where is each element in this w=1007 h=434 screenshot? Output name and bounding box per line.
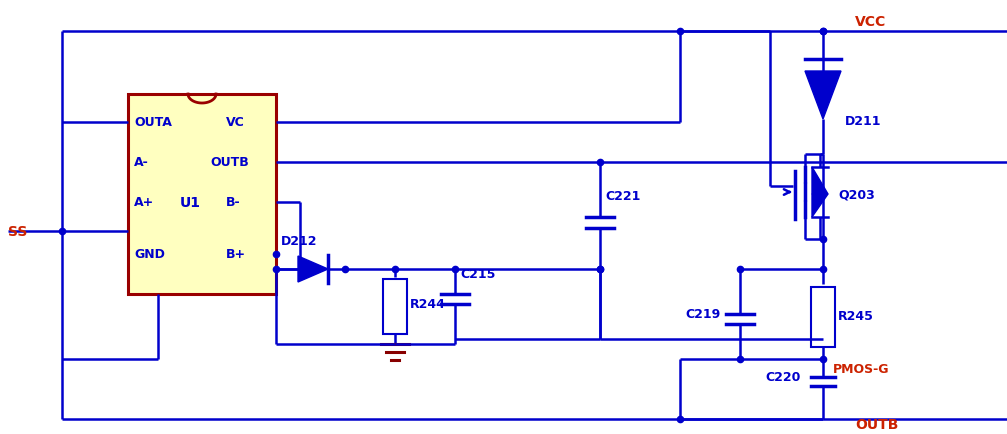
Text: VCC: VCC bbox=[855, 15, 886, 29]
Text: B+: B+ bbox=[226, 248, 246, 261]
Bar bbox=[383, 279, 407, 334]
Polygon shape bbox=[298, 256, 328, 283]
Text: D211: D211 bbox=[845, 115, 881, 128]
Polygon shape bbox=[805, 72, 841, 120]
Bar bbox=[128, 95, 276, 294]
Text: OUTB: OUTB bbox=[855, 417, 898, 431]
Text: C215: C215 bbox=[460, 267, 495, 280]
Text: PMOS-G: PMOS-G bbox=[833, 363, 889, 376]
Text: R244: R244 bbox=[410, 297, 446, 310]
Text: U1: U1 bbox=[180, 196, 201, 210]
Text: C221: C221 bbox=[605, 190, 640, 203]
Text: A-: A- bbox=[134, 156, 149, 169]
Text: GND: GND bbox=[134, 248, 165, 261]
Text: D212: D212 bbox=[281, 234, 317, 247]
Text: A+: A+ bbox=[134, 196, 154, 209]
Text: B-: B- bbox=[226, 196, 241, 209]
Polygon shape bbox=[812, 194, 828, 217]
Text: R245: R245 bbox=[838, 309, 874, 322]
Text: C220: C220 bbox=[765, 371, 801, 384]
Text: VC: VC bbox=[226, 116, 245, 129]
Polygon shape bbox=[812, 168, 828, 194]
Text: SS: SS bbox=[8, 224, 27, 238]
Text: Q203: Q203 bbox=[838, 188, 875, 201]
Bar bbox=[811, 287, 835, 347]
Text: OUTB: OUTB bbox=[210, 156, 249, 169]
Text: OUTA: OUTA bbox=[134, 116, 172, 129]
Text: C219: C219 bbox=[685, 308, 720, 321]
